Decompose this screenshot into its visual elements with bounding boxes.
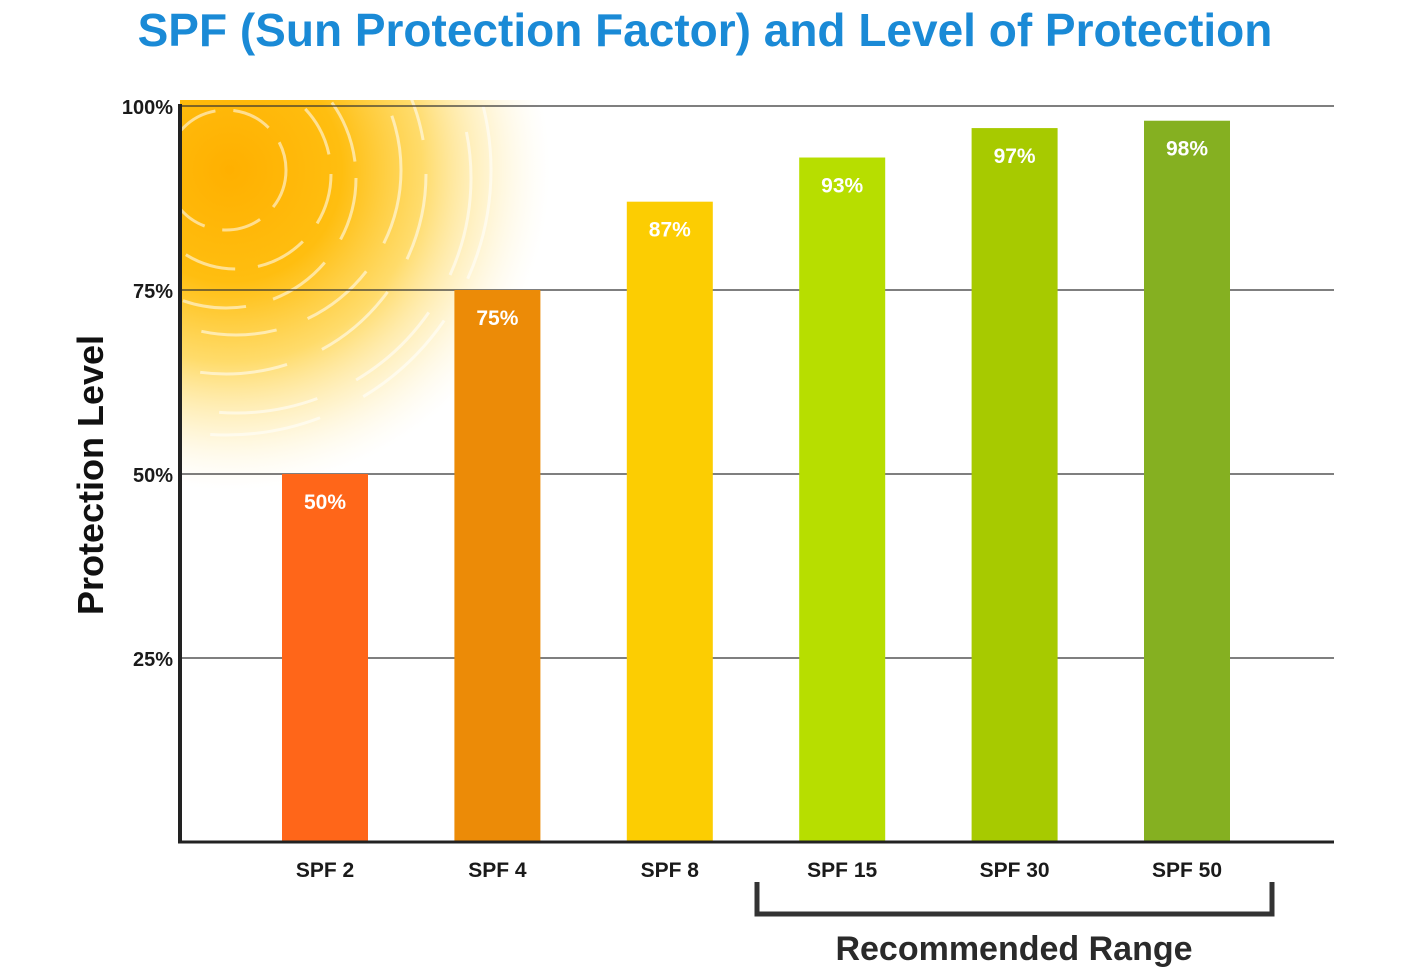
sun-ring [180,100,428,376]
bar-value-label: 97% [994,145,1036,168]
y-axis-label: Protection Level [70,335,111,615]
bars: 50% 75% 87% 93% 97% 98% [282,120,1230,843]
bar [626,201,713,842]
bar [282,474,368,842]
y-tick-label: 25% [133,649,173,671]
sun-ring [180,100,493,437]
bar-value-label: 75% [476,307,518,330]
bar-value-label: 98% [1166,138,1208,161]
y-tick-labels: 25% 50% 75% 100% [122,97,173,671]
bar [971,128,1058,842]
recommended-range-bracket [754,882,1275,917]
x-tick-label: SPF 8 [641,859,700,882]
category-labels: SPF 2 SPF 4 SPF 8 SPF 15 SPF 30 SPF 50 [296,859,1222,882]
y-tick-label: 50% [133,465,173,487]
x-tick-label: SPF 50 [1152,859,1222,882]
y-tick-label: 75% [133,281,173,303]
axes [178,104,1334,844]
sun-ring [180,100,473,415]
x-tick-label: SPF 30 [980,859,1050,882]
bar-value-label: 87% [649,219,691,242]
sun-ring [180,108,288,232]
sun-ring [180,100,333,271]
bar [799,157,886,842]
bar [454,290,541,842]
recommended-range-label: Recommended Range [835,930,1192,968]
chart-title: SPF (Sun Protection Factor) and Level of… [138,4,1273,56]
bar-value-label: 50% [304,491,346,514]
x-tick-label: SPF 4 [468,859,527,882]
x-tick-label: SPF 2 [296,859,354,882]
grid-lines [180,105,1334,659]
sun-ring [180,100,403,337]
bar-value-label: 93% [821,175,863,198]
y-tick-label: 100% [122,97,173,119]
x-tick-label: SPF 15 [807,859,877,882]
bar [1144,120,1230,843]
sun-ring [180,100,358,310]
